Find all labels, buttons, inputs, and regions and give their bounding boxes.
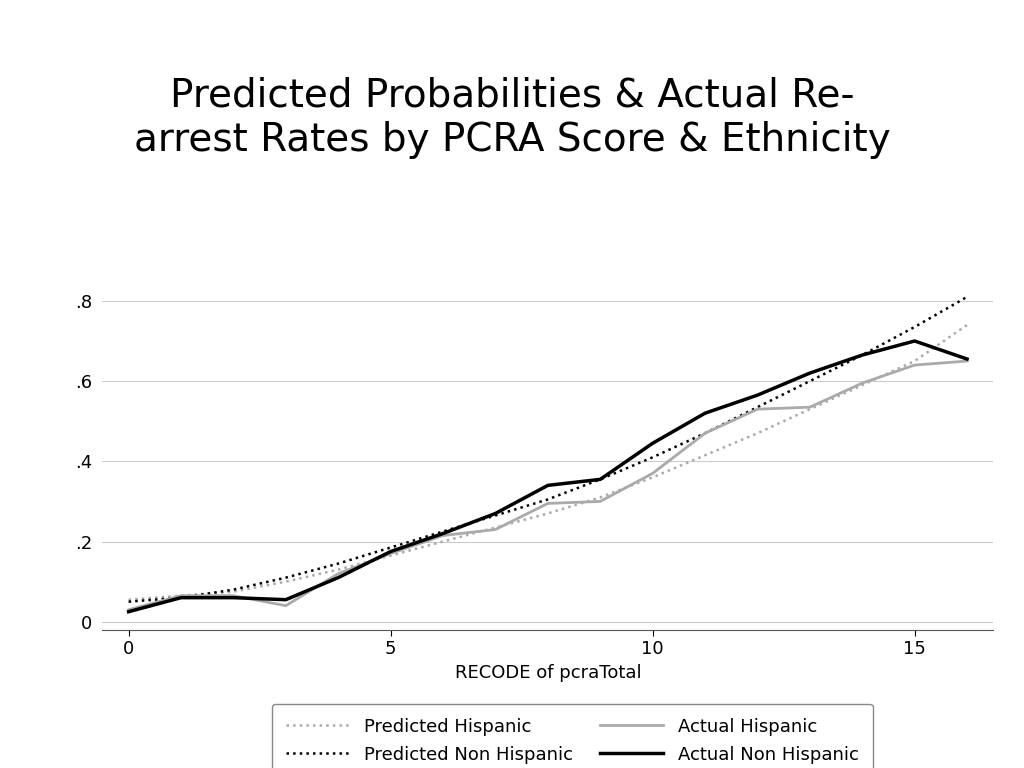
Text: Predicted Probabilities & Actual Re-
arrest Rates by PCRA Score & Ethnicity: Predicted Probabilities & Actual Re- arr…	[134, 77, 890, 159]
X-axis label: RECODE of pcraTotal: RECODE of pcraTotal	[455, 664, 641, 682]
Legend: Predicted Hispanic, Predicted Non Hispanic, Actual Hispanic, Actual Non Hispanic: Predicted Hispanic, Predicted Non Hispan…	[271, 703, 872, 768]
